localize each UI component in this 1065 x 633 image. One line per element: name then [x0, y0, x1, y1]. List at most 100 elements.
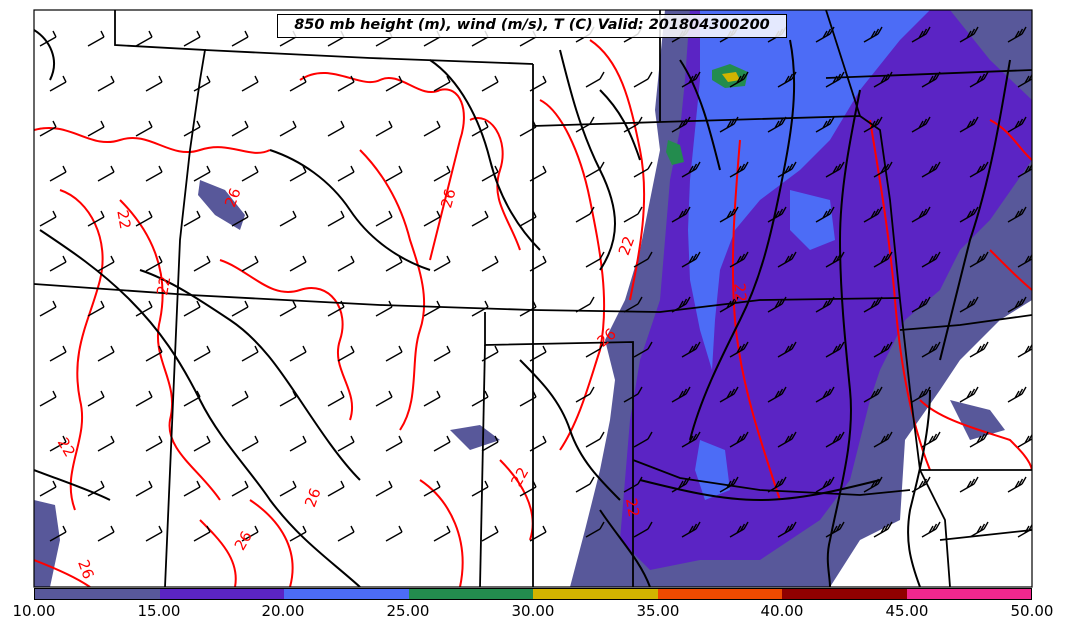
wind-barb — [873, 161, 893, 178]
wind-barb — [1007, 386, 1027, 403]
wind-barb — [39, 390, 57, 407]
wind-barb — [777, 71, 797, 88]
colorbar-tick: 30.00 — [511, 602, 555, 620]
contour-label: 22 — [730, 282, 750, 303]
wind-barb — [729, 71, 749, 88]
wind-barb — [375, 480, 393, 497]
fill-10-15-ne — [950, 400, 1005, 440]
map-title: 850 mb height (m), wind (m/s), T (C) Val… — [277, 14, 787, 38]
wind-barb — [729, 161, 749, 178]
wind-barb — [337, 255, 355, 272]
wind-barb — [873, 251, 893, 268]
colorbar-tick: 50.00 — [1010, 602, 1054, 620]
wind-barb — [423, 480, 441, 497]
contour-label: 22 — [622, 497, 643, 519]
wind-barb — [241, 255, 259, 272]
wind-barb — [289, 165, 307, 182]
wind-barb — [481, 75, 499, 92]
wind-barb — [911, 206, 931, 223]
wind-barb — [87, 390, 105, 407]
wind-barb — [921, 341, 941, 358]
wind-barb — [49, 255, 67, 272]
contour-label: 22 — [615, 234, 638, 258]
colorbar-segment — [408, 589, 533, 599]
wind-barb — [97, 525, 115, 542]
colorbar-tick: 35.00 — [636, 602, 680, 620]
wind-barb — [633, 341, 653, 358]
wind-barb — [921, 431, 941, 448]
contour-label: 22 — [113, 209, 134, 231]
wind-barb — [1017, 343, 1032, 358]
wind-barb — [87, 300, 105, 317]
fill-20-25-patch — [790, 190, 835, 250]
wind-barb — [231, 300, 249, 317]
contour-label: 26 — [301, 486, 324, 510]
colorbar-segment — [906, 589, 1031, 599]
wind-barbs — [39, 26, 1032, 542]
contour-label: 26 — [437, 187, 459, 210]
wind-barb — [623, 296, 643, 313]
wind-barb — [529, 165, 547, 182]
wind-barb — [873, 521, 893, 538]
wind-barb — [767, 296, 787, 313]
wind-barb — [863, 476, 883, 493]
fill-20-25 — [688, 10, 930, 370]
wind-barb — [327, 480, 345, 497]
wind-barb — [825, 251, 845, 268]
wind-barb — [39, 300, 57, 317]
wind-barb — [241, 435, 259, 452]
wind-barb — [337, 345, 355, 362]
colorbar-segment — [35, 589, 160, 599]
wind-barb — [825, 341, 845, 358]
wind-barb — [519, 480, 537, 497]
wind-barb — [145, 435, 163, 452]
wind-barb — [385, 525, 403, 542]
wind-barb — [825, 431, 845, 448]
wind-barb — [471, 120, 489, 137]
wind-barb — [49, 75, 67, 92]
wind-barb — [585, 521, 605, 538]
wind-barb — [519, 300, 537, 317]
wind-barb — [575, 476, 595, 493]
wind-barb — [183, 480, 201, 497]
contour-label: 22 — [153, 275, 174, 297]
wind-barb — [289, 345, 307, 362]
wind-barb — [241, 345, 259, 362]
wind-barb — [337, 435, 355, 452]
wind-barb — [815, 386, 835, 403]
wind-barb — [193, 435, 211, 452]
wind-barb — [777, 341, 797, 358]
wind-barb — [433, 345, 451, 362]
wind-barb — [959, 116, 979, 133]
wind-barb — [375, 120, 393, 137]
wind-barb — [481, 345, 499, 362]
wind-barb — [815, 296, 835, 313]
wind-barb — [767, 116, 787, 133]
wind-barb — [39, 30, 57, 47]
wind-barb — [87, 210, 105, 227]
wind-barb — [921, 521, 941, 538]
wind-barb — [767, 386, 787, 403]
wind-barb — [1017, 163, 1032, 178]
wind-barb — [231, 480, 249, 497]
wind-barb — [183, 390, 201, 407]
wind-barb — [681, 521, 701, 538]
wind-barb — [959, 26, 979, 43]
wind-barb — [193, 255, 211, 272]
wind-barb — [863, 386, 883, 403]
fill-10-15-utah — [198, 180, 245, 230]
wind-barb — [241, 165, 259, 182]
wind-barb — [777, 521, 797, 538]
wind-barb — [375, 210, 393, 227]
wind-barb — [681, 71, 701, 88]
wind-barb — [241, 525, 259, 542]
wind-barb — [719, 476, 739, 493]
wind-barb — [385, 255, 403, 272]
wind-barb — [767, 206, 787, 223]
wind-barb — [49, 525, 67, 542]
wind-barb — [863, 206, 883, 223]
wind-barb — [97, 435, 115, 452]
wind-barb — [921, 251, 941, 268]
contour-label: 26 — [74, 557, 97, 581]
wind-barb — [623, 116, 643, 133]
